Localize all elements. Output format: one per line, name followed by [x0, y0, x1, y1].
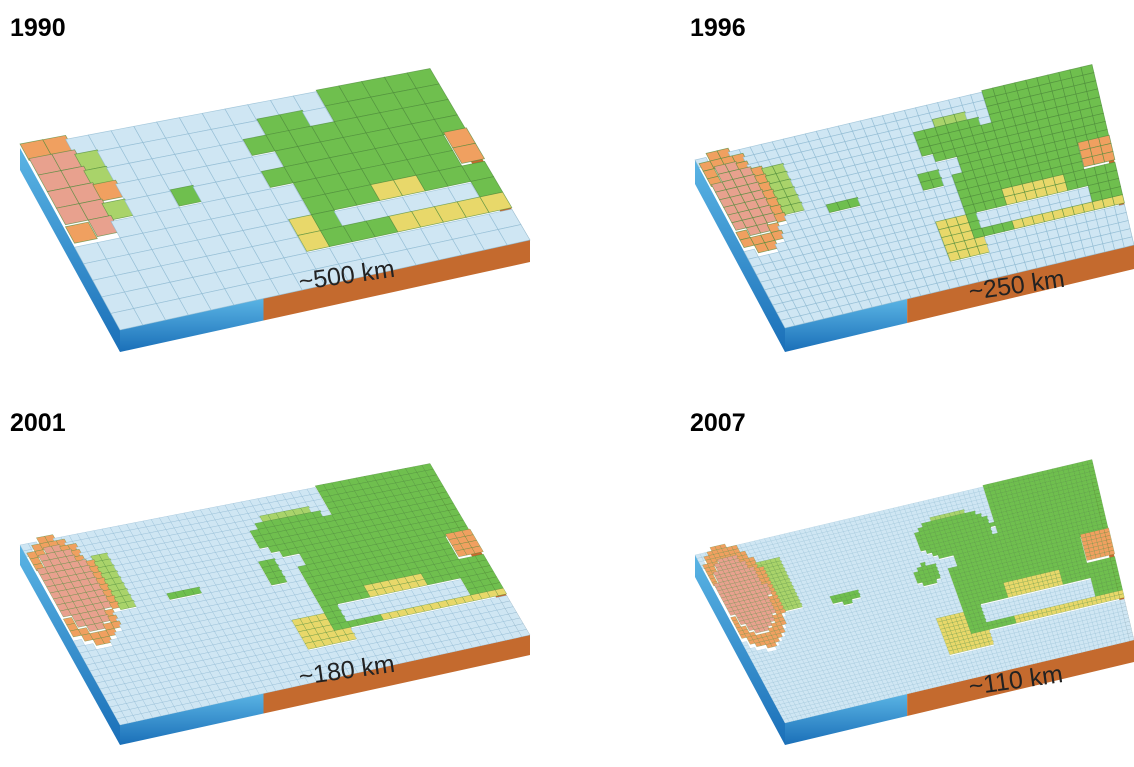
land-side-wall [907, 640, 1134, 716]
panel-2007: ~110 km 2007 [680, 395, 1134, 767]
west-side-wall [695, 555, 785, 745]
panel-title: 2001 [10, 409, 66, 437]
panel-2001: ~180 km 2001 [0, 395, 567, 767]
panel-title: 1996 [690, 14, 746, 42]
grid-cells [19, 68, 531, 331]
grid-cells [694, 459, 1134, 724]
west-side-wall [20, 148, 120, 352]
land-side-wall [263, 240, 530, 321]
ocean-side-wall [120, 693, 264, 745]
terrain-block-3d: ~180 km [19, 463, 531, 745]
terrain-block-3d: ~500 km [19, 68, 531, 352]
panel-title: 2007 [690, 409, 746, 437]
grid-cells [19, 463, 531, 726]
panel-title: 1990 [10, 14, 66, 42]
ocean-side-wall [120, 298, 264, 352]
west-side-wall [695, 160, 785, 352]
west-side-wall [20, 545, 120, 745]
panel-1990: ~500 km 1990 [0, 0, 567, 372]
land-side-wall [907, 245, 1134, 323]
grid-cells [694, 64, 1134, 329]
terrain-block-3d: ~250 km [694, 64, 1134, 352]
terrain-block-3d: ~110 km [694, 459, 1134, 745]
ocean-side-wall [785, 298, 908, 352]
ocean-side-wall [785, 693, 908, 745]
land-side-wall [263, 635, 530, 714]
panel-1996: ~250 km 1996 [680, 0, 1134, 372]
